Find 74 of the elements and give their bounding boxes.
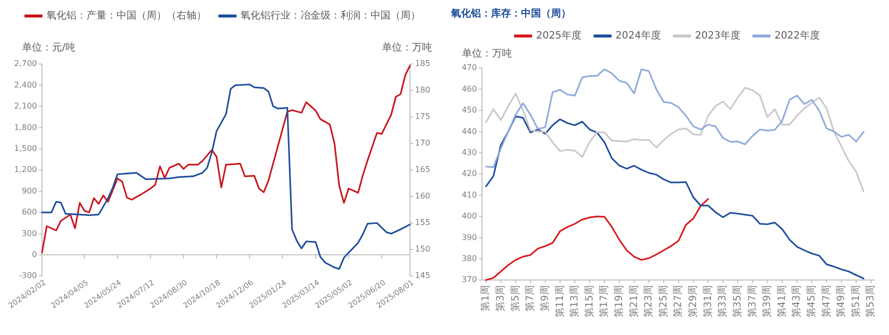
x-tick-label: 第37周 <box>746 285 758 318</box>
x-tick-label: 第27周 <box>672 285 684 318</box>
y2-tick-label: 145 <box>415 271 430 280</box>
y2-tick-label: 180 <box>415 86 430 95</box>
legend-label: 2022年度 <box>774 30 820 42</box>
y-tick-label: 2,700 <box>14 59 37 68</box>
line-series <box>485 86 864 192</box>
legend-label: 氧化铝行业：冶金级：利润：中国（周） <box>240 10 420 22</box>
x-tick-label: 第51周 <box>850 285 862 318</box>
y2-tick-label: 175 <box>415 112 430 122</box>
x-tick-label: 第49周 <box>835 285 848 318</box>
y2-axis-title: 单位：万吨 <box>382 42 432 54</box>
x-tick-label: 第47周 <box>820 285 832 318</box>
y-tick-label: 2,400 <box>14 80 37 90</box>
y-tick-label: 370 <box>462 275 477 284</box>
y-axis-title: 单位：万吨 <box>462 48 512 60</box>
y2-tick-label: 150 <box>415 244 430 254</box>
line-series <box>485 68 864 168</box>
y-tick-label: 430 <box>462 148 477 157</box>
x-tick-label: 第41周 <box>776 285 788 318</box>
y-tick-label: 440 <box>462 126 477 136</box>
x-tick-label: 第1周 <box>480 285 492 312</box>
y-tick-label: 420 <box>462 169 477 178</box>
legend-label: 氧化铝：产量：中国（周）（右轴） <box>46 10 206 22</box>
y-tick-label: 1,500 <box>14 144 37 153</box>
y-tick-label: 390 <box>462 232 477 242</box>
x-tick-label: 第13周 <box>568 285 581 318</box>
x-tick-label: 第7周 <box>524 285 536 312</box>
y2-tick-label: 155 <box>415 218 430 228</box>
x-tick-label: 第33周 <box>716 285 729 318</box>
x-tick-label: 第17周 <box>598 285 610 318</box>
y-tick-label: 400 <box>462 212 477 221</box>
line-series <box>485 198 709 281</box>
x-tick-label: 第11周 <box>554 285 566 318</box>
legend-label: 2023年度 <box>695 30 740 42</box>
x-tick-label: 第39周 <box>761 285 774 318</box>
y2-tick-label: 160 <box>415 192 430 201</box>
y-tick-label: 2,100 <box>14 102 37 111</box>
y-tick-label: 450 <box>462 106 477 115</box>
y-tick-label: 380 <box>462 254 477 263</box>
x-tick-label: 第35周 <box>731 285 744 318</box>
y-tick-label: 600 <box>22 208 37 217</box>
x-tick-label: 第29周 <box>687 285 700 318</box>
y-tick-label: 410 <box>462 190 477 200</box>
y2-tick-label: 165 <box>415 165 430 174</box>
y2-tick-label: 185 <box>415 59 430 68</box>
line-series <box>485 116 864 280</box>
x-tick-label: 第25周 <box>657 285 670 318</box>
line-series <box>41 64 411 254</box>
x-tick-label: 第3周 <box>494 285 507 312</box>
y-tick-label: 460 <box>462 84 477 94</box>
x-tick-label: 第53周 <box>864 285 877 318</box>
x-tick-label: 第23周 <box>642 285 655 318</box>
y-tick-label: -300 <box>18 271 37 280</box>
line-series <box>41 84 411 270</box>
y-tick-label: 0 <box>32 250 37 259</box>
x-tick-label: 第43周 <box>790 285 803 318</box>
x-tick-label: 第19周 <box>613 285 626 318</box>
y-tick-label: 470 <box>462 63 477 72</box>
y2-tick-label: 170 <box>415 138 430 148</box>
legend-label: 2025年度 <box>536 30 582 42</box>
y-tick-label: 900 <box>22 186 37 196</box>
x-tick-label: 第5周 <box>509 285 522 312</box>
y-tick-label: 1,200 <box>14 165 37 174</box>
y-axis-title: 单位：元/吨 <box>22 42 76 54</box>
x-tick-label: 第21周 <box>628 285 640 318</box>
x-tick-label: 第31周 <box>702 285 714 318</box>
chart-title: 氧化铝：库存：中国（周） <box>450 8 571 20</box>
x-tick-label: 第15周 <box>583 285 596 318</box>
x-tick-label: 第45周 <box>806 285 818 318</box>
x-tick-label: 第9周 <box>538 285 551 312</box>
y-tick-label: 1,800 <box>14 122 37 132</box>
legend-label: 2024年度 <box>616 30 661 42</box>
y-tick-label: 300 <box>22 228 37 238</box>
